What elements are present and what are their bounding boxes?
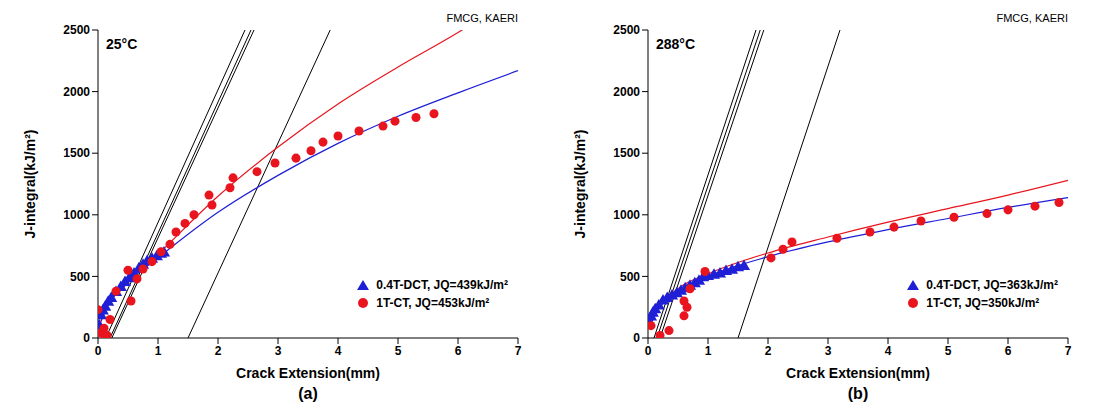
svg-text:1: 1 (155, 344, 162, 358)
html-text:1T-CT, JQ=350kJ/m²: 1T-CT, JQ=350kJ/m² (926, 296, 1040, 310)
svg-text:Crack Extension(mm): Crack Extension(mm) (786, 365, 930, 381)
svg-text:7: 7 (515, 344, 522, 358)
html-text:25°C: 25°C (106, 36, 138, 52)
svg-text:7: 7 (1065, 344, 1072, 358)
svg-text:0: 0 (95, 344, 102, 358)
svg-text:500: 500 (620, 270, 640, 284)
svg-text:5: 5 (945, 344, 952, 358)
svg-text:0: 0 (645, 344, 652, 358)
svg-text:J-integral(kJ/m²): J-integral(kJ/m²) (22, 130, 38, 239)
svg-text:1500: 1500 (63, 146, 90, 160)
html-text:FMCG, KAERI: FMCG, KAERI (446, 12, 518, 24)
svg-text:500: 500 (70, 270, 90, 284)
svg-text:6: 6 (1005, 344, 1012, 358)
svg-text:2000: 2000 (63, 85, 90, 99)
svg-text:3: 3 (825, 344, 832, 358)
html-text:(a): (a) (298, 385, 318, 402)
svg-text:5: 5 (395, 344, 402, 358)
svg-text:2500: 2500 (63, 23, 90, 37)
svg-text:4: 4 (885, 344, 892, 358)
svg-text:2500: 2500 (613, 23, 640, 37)
svg-text:2000: 2000 (613, 85, 640, 99)
svg-text:3: 3 (275, 344, 282, 358)
svg-text:2: 2 (765, 344, 772, 358)
html-text:(b): (b) (847, 385, 869, 402)
svg-text:1500: 1500 (613, 146, 640, 160)
svg-text:1000: 1000 (613, 208, 640, 222)
html-text:1T-CT, JQ=453kJ/m²: 1T-CT, JQ=453kJ/m² (376, 296, 490, 310)
svg-text:0: 0 (633, 331, 640, 345)
svg-text:4: 4 (335, 344, 342, 358)
svg-text:Crack Extension(mm): Crack Extension(mm) (236, 365, 380, 381)
html-text:288°C: 288°C (656, 36, 696, 52)
svg-text:1000: 1000 (63, 208, 90, 222)
html-text:0.4T-DCT, JQ=363kJ/m²: 0.4T-DCT, JQ=363kJ/m² (926, 278, 1058, 292)
svg-text:2: 2 (215, 344, 222, 358)
svg-text:0: 0 (83, 331, 90, 345)
html-text:0.4T-DCT, JQ=439kJ/m²: 0.4T-DCT, JQ=439kJ/m² (376, 278, 508, 292)
svg-text:6: 6 (455, 344, 462, 358)
html-text:FMCG, KAERI: FMCG, KAERI (996, 12, 1068, 24)
svg-text:J-integral(kJ/m²): J-integral(kJ/m²) (572, 130, 588, 239)
svg-text:1: 1 (705, 344, 712, 358)
